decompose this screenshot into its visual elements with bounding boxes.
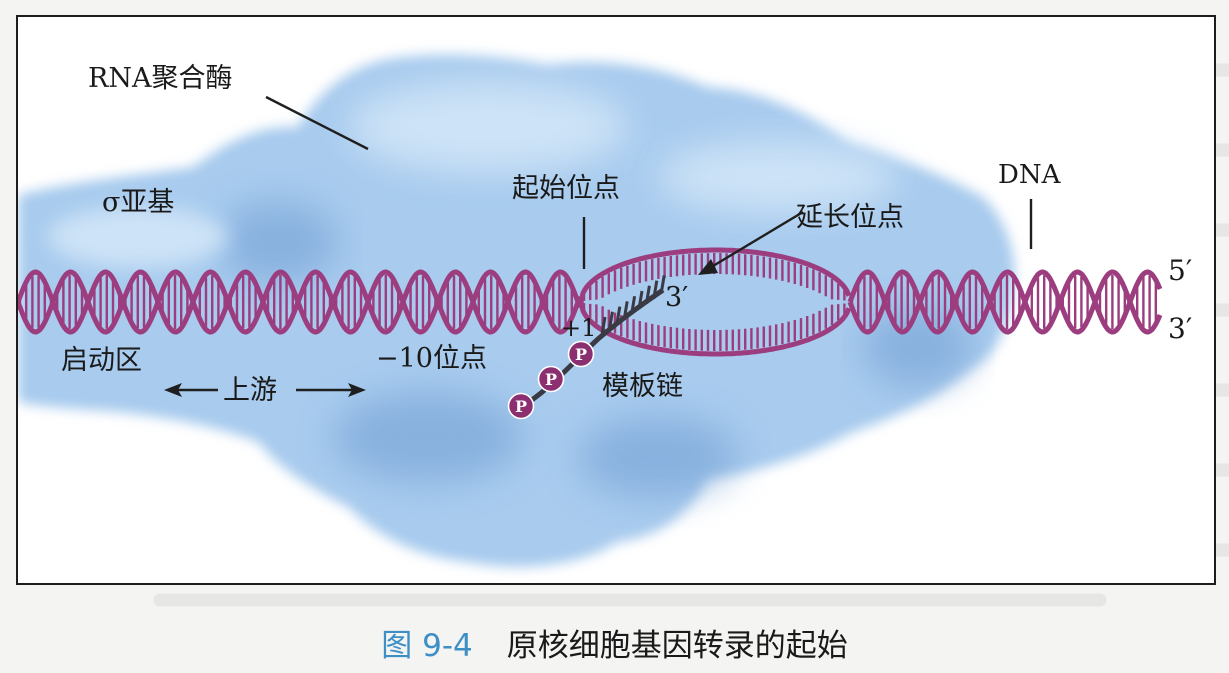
figure-caption: 图 9-4 原核细胞基因转录的起始 — [0, 620, 1229, 665]
rna-transcript: PPP — [507, 275, 666, 420]
label-elongation-site: 延长位点 — [796, 202, 904, 233]
figure-title: 原核细胞基因转录的起始 — [506, 628, 848, 664]
bubble-template-strand — [578, 301, 852, 357]
label-template-strand: 模板链 — [602, 371, 683, 402]
transcription-diagram: PPP — [18, 54, 1163, 567]
phosphate-3: P — [507, 392, 535, 420]
dna-right-strand-top — [847, 269, 1163, 335]
label-three-prime-rna: 3′ — [665, 282, 689, 313]
dna-double-helix — [18, 247, 1163, 357]
bubble-coding-strand — [578, 247, 852, 303]
upstream-arrowhead-right — [348, 383, 366, 397]
label-three-prime-dna: 3′ — [1168, 312, 1193, 345]
elongation-site-leader — [707, 210, 804, 271]
phosphate-label: P — [545, 370, 557, 389]
phosphate-circle — [507, 392, 535, 420]
dna-right-strand-bottom — [847, 269, 1163, 335]
label-minus-ten-site: −10位点 — [376, 343, 487, 374]
dna-left-strand-bottom — [18, 269, 583, 335]
phosphate-circle — [537, 365, 565, 393]
label-five-prime: 5′ — [1168, 254, 1193, 287]
label-upstream: 上游 — [223, 375, 277, 406]
label-sigma-subunit: σ亚基 — [102, 187, 175, 218]
leader-lines — [164, 95, 1033, 397]
rna-polymerase-leader — [265, 95, 369, 151]
phosphate-2: P — [537, 365, 565, 393]
figure-number: 图 9-4 — [381, 628, 473, 664]
label-start-site: 起始位点 — [512, 173, 620, 204]
phosphate-circle — [567, 340, 595, 368]
rna-bases — [600, 275, 666, 336]
label-promoter: 启动区 — [61, 345, 142, 376]
upstream-arrowhead-left — [164, 383, 182, 397]
label-dna: DNA — [998, 160, 1061, 190]
rna-polymerase-blob — [18, 54, 1015, 567]
phosphate-1: P — [567, 340, 595, 368]
label-plus-one: +1 — [561, 314, 597, 342]
elongation-site-arrowhead — [698, 259, 718, 275]
phosphate-label: P — [515, 397, 527, 416]
phosphate-label: P — [575, 345, 587, 364]
label-rna-polymerase: RNA聚合酶 — [88, 63, 233, 94]
